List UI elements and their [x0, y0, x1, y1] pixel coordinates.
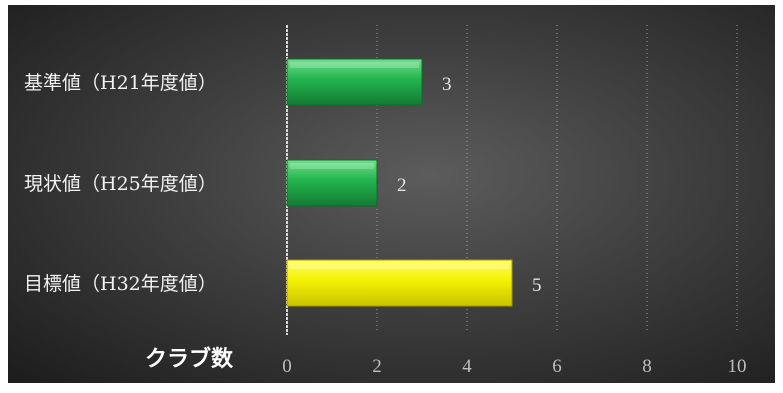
category-label-2: 現状値（H25年度値）: [24, 173, 217, 195]
category-label-3: 目標値（H32年度値）: [24, 273, 217, 295]
category-label-1: 基準値（H21年度値）: [24, 72, 217, 94]
x-tick-label-8: 8: [642, 356, 652, 377]
bar-chart: 0 2 4 6 8 10 基準値（H21年度値） 3 現状値（H25年度値） 2 目標値（H32年度…: [24, 25, 747, 377]
data-label-3: 5: [532, 275, 542, 296]
chart-area: 0 2 4 6 8 10 基準値（H21年度値） 3 現状値（H25年度値） 2 目標値（H32年度…: [8, 5, 775, 383]
bar-highlight-2: [290, 163, 374, 169]
x-tick-label-10: 10: [728, 356, 747, 377]
bar-2: [286, 159, 378, 207]
bar-highlight-3: [290, 263, 509, 269]
data-label-1: 3: [442, 74, 452, 95]
bar-1: [286, 58, 423, 106]
bar-3: [286, 259, 513, 307]
x-tick-label-4: 4: [462, 356, 472, 377]
x-tick-label-0: 0: [282, 356, 292, 377]
data-label-2: 2: [397, 175, 407, 196]
unit-label: クラブ数: [145, 346, 234, 372]
x-tick-label-2: 2: [372, 356, 382, 377]
x-tick-label-6: 6: [552, 356, 562, 377]
bar-highlight-1: [290, 62, 419, 68]
